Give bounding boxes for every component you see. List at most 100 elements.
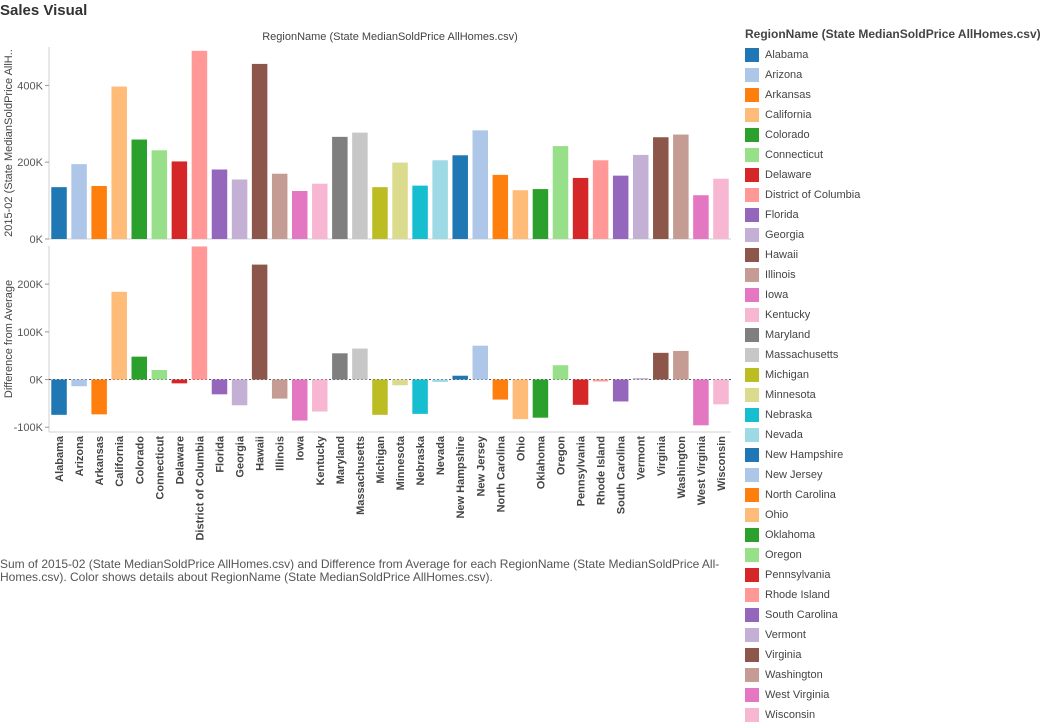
x-tick-label: Arizona [74, 435, 86, 476]
legend-swatch [745, 308, 759, 322]
x-tick-label: South Carolina [616, 435, 628, 514]
bar-west-virginia [693, 379, 709, 426]
legend-swatch [745, 608, 759, 622]
legend-label: New Hampshire [765, 449, 844, 461]
bar-district-of-columbia [191, 246, 208, 380]
legend-item-minnesota[interactable]: Minnesota [745, 385, 1043, 405]
bar-south-carolina [612, 175, 629, 239]
bar-district-of-columbia [191, 50, 208, 240]
legend-item-oregon[interactable]: Oregon [745, 545, 1043, 565]
legend-label: Hawaii [765, 249, 799, 261]
legend-item-oklahoma[interactable]: Oklahoma [745, 525, 1043, 545]
legend-item-massachusetts[interactable]: Massachusetts [745, 345, 1043, 365]
x-tick-label: Nevada [435, 435, 447, 475]
x-tick-label: Arkansas [94, 436, 106, 486]
bar-pennsylvania [572, 379, 589, 405]
legend-swatch [745, 168, 759, 182]
legend-label: Virginia [765, 649, 802, 661]
legend-item-vermont[interactable]: Vermont [745, 625, 1043, 645]
legend-item-nevada[interactable]: Nevada [745, 425, 1043, 445]
bar-kentucky [312, 183, 328, 239]
legend-item-washington[interactable]: Washington [745, 665, 1043, 685]
chart-caption: Sum of 2015-02 (State MedianSoldPrice Al… [0, 557, 720, 584]
legend-item-connecticut[interactable]: Connecticut [745, 145, 1043, 165]
x-tick-label: Georgia [235, 435, 247, 477]
bar-washington [673, 350, 689, 380]
bar-oklahoma [532, 189, 549, 239]
legend-item-kentucky[interactable]: Kentucky [745, 305, 1043, 325]
legend-label: New Jersey [765, 469, 823, 481]
legend-item-florida[interactable]: Florida [745, 205, 1043, 225]
y-tick-label: 100K [17, 327, 43, 339]
legend-label: Oklahoma [765, 529, 816, 541]
legend-item-district-of-columbia[interactable]: District of Columbia [745, 185, 1043, 205]
legend-item-arizona[interactable]: Arizona [745, 65, 1043, 85]
bar-minnesota [392, 379, 408, 386]
y-tick-label: 200K [17, 279, 43, 291]
legend-item-hawaii[interactable]: Hawaii [745, 245, 1043, 265]
bar-pennsylvania [572, 177, 589, 239]
legend-swatch [745, 528, 759, 542]
legend-item-nebraska[interactable]: Nebraska [745, 405, 1043, 425]
legend-swatch [745, 368, 759, 382]
legend-item-delaware[interactable]: Delaware [745, 165, 1043, 185]
legend-label: Iowa [765, 289, 789, 301]
legend-item-new-hampshire[interactable]: New Hampshire [745, 445, 1043, 465]
bar-vermont [632, 154, 649, 239]
legend-item-iowa[interactable]: Iowa [745, 285, 1043, 305]
legend-swatch [745, 108, 759, 122]
legend-item-virginia[interactable]: Virginia [745, 645, 1043, 665]
bar-north-carolina [492, 174, 509, 239]
legend-item-alabama[interactable]: Alabama [745, 45, 1043, 65]
bar-delaware [171, 379, 188, 384]
legend-swatch [745, 688, 759, 702]
x-tick-label: North Carolina [495, 435, 507, 512]
legend-label: North Carolina [765, 489, 836, 501]
y-tick-label: 400K [17, 80, 43, 92]
x-tick-label: Massachusetts [355, 436, 367, 515]
legend-item-south-carolina[interactable]: South Carolina [745, 605, 1043, 625]
bar-arkansas [91, 186, 107, 239]
bar-arkansas [91, 379, 107, 415]
legend-item-west-virginia[interactable]: West Virginia [745, 685, 1043, 705]
legend-item-ohio[interactable]: Ohio [745, 505, 1043, 525]
x-tick-label: Minnesota [395, 435, 407, 490]
legend-label: West Virginia [765, 689, 830, 701]
bar-oregon [552, 146, 569, 239]
x-tick-label: Vermont [636, 436, 648, 480]
legend-swatch [745, 628, 759, 642]
bar-florida [211, 169, 228, 239]
legend-label: Minnesota [765, 389, 816, 401]
legend-item-wisconsin[interactable]: Wisconsin [745, 705, 1043, 725]
legend-label: South Carolina [765, 609, 838, 621]
legend-label: Pennsylvania [765, 569, 831, 581]
legend-swatch [745, 328, 759, 342]
legend-label: Ohio [765, 509, 789, 521]
bar-west-virginia [693, 195, 709, 239]
legend-item-pennsylvania[interactable]: Pennsylvania [745, 565, 1043, 585]
x-tick-label: Hawaii [255, 436, 267, 471]
legend-item-north-carolina[interactable]: North Carolina [745, 485, 1043, 505]
legend-item-california[interactable]: California [745, 105, 1043, 125]
y-axis-title: Difference from Average [3, 280, 15, 398]
legend-swatch [745, 268, 759, 282]
legend-item-michigan[interactable]: Michigan [745, 365, 1043, 385]
bar-massachusetts [352, 348, 368, 380]
bar-illinois [271, 379, 288, 399]
legend-item-maryland[interactable]: Maryland [745, 325, 1043, 345]
bar-georgia [231, 379, 248, 406]
legend-item-georgia[interactable]: Georgia [745, 225, 1043, 245]
legend-item-new-jersey[interactable]: New Jersey [745, 465, 1043, 485]
legend-label: Rhode Island [765, 589, 830, 601]
y-tick-label: 0K [30, 234, 44, 246]
legend-item-illinois[interactable]: Illinois [745, 265, 1043, 285]
bar-oregon [552, 365, 569, 380]
legend-item-colorado[interactable]: Colorado [745, 125, 1043, 145]
bar-nevada [432, 160, 448, 239]
bar-colorado [131, 139, 148, 239]
legend-item-rhode-island[interactable]: Rhode Island [745, 585, 1043, 605]
legend-item-arkansas[interactable]: Arkansas [745, 85, 1043, 105]
bar-wisconsin [713, 178, 729, 239]
legend-label: Arkansas [765, 89, 811, 101]
legend-swatch [745, 148, 759, 162]
